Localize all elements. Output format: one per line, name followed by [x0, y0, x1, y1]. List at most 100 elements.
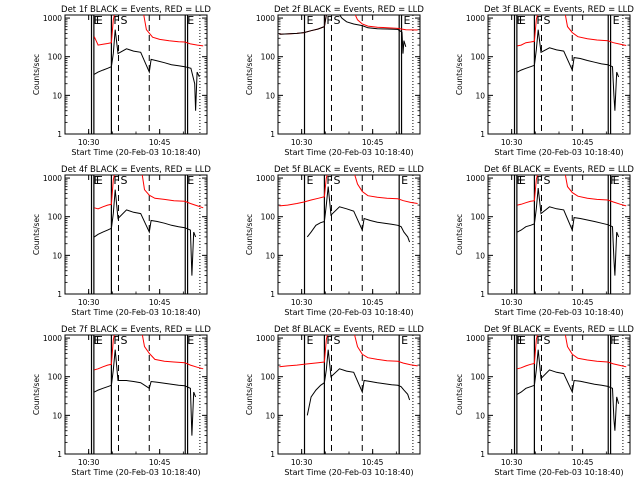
chart-panel-1: Det 1f BLACK = Events, RED = LLD 1 10 100 10… [32, 5, 211, 157]
x-axis-label: Start Time (20-Feb-03 10:18:40) [71, 148, 200, 157]
event-marker-label: E [96, 14, 103, 27]
x-axis-label: Start Time (20-Feb-03 10:18:40) [494, 468, 623, 477]
y-tick-label: 1000 [256, 334, 275, 343]
x-tick-label: 10:45 [572, 138, 594, 147]
chart-title: Det 9f BLACK = Events, RED = LLD [484, 325, 634, 335]
y-tick-label: 100 [261, 373, 276, 382]
plot-area [90, 15, 204, 134]
events-series-line [517, 188, 620, 276]
event-marker-label: E [187, 14, 194, 27]
event-marker-label: E [517, 14, 524, 27]
events-series-line [306, 186, 411, 243]
event-marker-label: F [326, 174, 332, 187]
event-marker-label: F [113, 174, 119, 187]
event-marker-label: E [187, 174, 194, 187]
plot-area [513, 15, 627, 134]
event-marker-label: E [519, 174, 526, 187]
y-tick-label: 1000 [466, 334, 485, 343]
lld-series-line [93, 15, 204, 47]
plot-area [513, 335, 627, 454]
plot-area [279, 335, 418, 454]
x-axis-label: Start Time (20-Feb-03 10:18:40) [494, 308, 623, 317]
event-marker-label: S [333, 174, 340, 187]
x-tick-label: 10:30 [78, 298, 100, 307]
chart-title: Det 7f BLACK = Events, RED = LLD [61, 325, 211, 335]
event-marker-label: F [536, 14, 542, 27]
event-marker-label: E [307, 174, 314, 187]
event-marker-label: S [333, 14, 340, 27]
chart-panel-9: Det 9f BLACK = Events, RED = LLD 1 10 100 10… [455, 325, 634, 477]
y-tick-label: 10 [475, 411, 485, 420]
event-marker-label: E [613, 174, 620, 187]
y-tick-label: 10 [52, 251, 62, 260]
y-tick-label: 1 [270, 450, 275, 459]
lld-series-line [94, 335, 204, 371]
event-marker-label: E [613, 334, 620, 347]
y-tick-label: 1 [480, 130, 485, 139]
x-tick-label: 10:30 [501, 298, 523, 307]
events-series-line [94, 189, 197, 276]
x-tick-label: 10:30 [501, 138, 523, 147]
chart-title: Det 3f BLACK = Events, RED = LLD [484, 5, 634, 15]
event-marker-label: E [307, 14, 314, 27]
x-axis-label: Start Time (20-Feb-03 10:18:40) [284, 148, 413, 157]
x-tick-label: 10:45 [149, 138, 171, 147]
events-series-line [94, 29, 200, 111]
y-tick-label: 1 [57, 290, 62, 299]
plot-area [279, 175, 418, 294]
event-marker-label: E [517, 334, 524, 347]
x-tick-label: 10:45 [362, 138, 384, 147]
event-marker-label: S [543, 174, 550, 187]
y-tick-label: 100 [471, 53, 486, 62]
x-axis-label: Start Time (20-Feb-03 10:18:40) [71, 308, 200, 317]
x-tick-label: 10:45 [362, 458, 384, 467]
event-marker-label: F [610, 174, 616, 187]
y-tick-label: 100 [48, 373, 63, 382]
chart-panel-3: Det 3f BLACK = Events, RED = LLD 1 10 100 10… [455, 5, 634, 157]
event-marker-label: E [187, 334, 194, 347]
lld-series-line [279, 335, 418, 368]
event-marker-label: E [96, 174, 103, 187]
event-marker-label: E [94, 334, 101, 347]
y-tick-label: 10 [265, 91, 275, 100]
y-tick-label: 1 [270, 290, 275, 299]
event-marker-label: E [96, 334, 103, 347]
x-axis-label: Start Time (20-Feb-03 10:18:40) [494, 148, 623, 157]
plot-area [513, 175, 627, 294]
x-tick-label: 10:30 [291, 298, 313, 307]
chart-title: Det 8f BLACK = Events, RED = LLD [274, 325, 424, 335]
event-marker-label: E [517, 174, 524, 187]
y-tick-label: 1000 [256, 174, 275, 183]
y-tick-label: 1000 [466, 14, 485, 23]
event-marker-label: E [519, 14, 526, 27]
chart-title: Det 5f BLACK = Events, RED = LLD [274, 165, 424, 175]
event-marker-label: F [536, 174, 542, 187]
event-marker-label: E [404, 14, 411, 27]
y-axis-label: Counts/sec [32, 54, 41, 95]
y-tick-label: 1 [480, 450, 485, 459]
x-tick-label: 10:45 [572, 458, 594, 467]
x-axis-label: Start Time (20-Feb-03 10:18:40) [71, 468, 200, 477]
events-series-line [94, 349, 197, 436]
y-tick-label: 1000 [43, 174, 62, 183]
y-tick-label: 100 [261, 213, 276, 222]
y-axis-label: Counts/sec [455, 374, 464, 415]
plot-area [90, 335, 204, 454]
event-marker-label: E [401, 334, 408, 347]
events-series-line [279, 15, 407, 54]
y-tick-label: 1 [57, 130, 62, 139]
y-tick-label: 1000 [466, 174, 485, 183]
y-tick-label: 10 [475, 91, 485, 100]
y-tick-label: 10 [52, 411, 62, 420]
y-tick-label: 1000 [43, 334, 62, 343]
chart-title: Det 1f BLACK = Events, RED = LLD [61, 5, 211, 15]
event-marker-label: S [333, 334, 340, 347]
y-tick-label: 1000 [256, 14, 275, 23]
y-axis-label: Counts/sec [455, 54, 464, 95]
x-tick-label: 10:45 [362, 298, 384, 307]
y-tick-label: 1 [270, 130, 275, 139]
event-marker-label: E [519, 334, 526, 347]
event-marker-label: E [307, 334, 314, 347]
lld-series-line [517, 335, 627, 370]
